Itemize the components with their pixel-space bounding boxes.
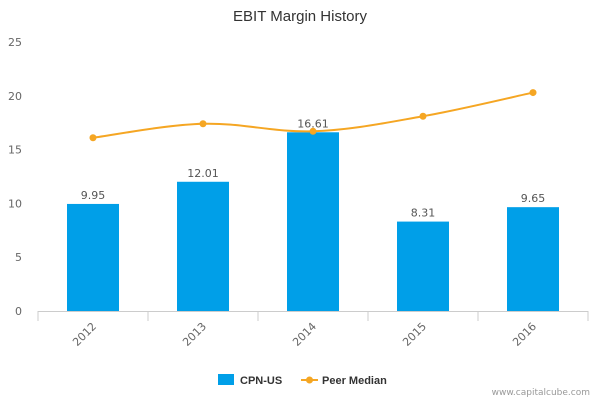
x-tick-label: 2016: [510, 320, 539, 349]
y-tick-label: 5: [15, 251, 22, 264]
credit-text: www.capitalcube.com: [492, 388, 590, 398]
y-tick-label: 20: [8, 90, 22, 103]
legend-swatch-cpn-us: [218, 374, 234, 385]
chart-title: EBIT Margin History: [233, 8, 367, 25]
peer-median-point-2014: [309, 127, 317, 135]
y-tick-label: 10: [8, 197, 22, 210]
y-tick-label: 15: [8, 144, 22, 157]
legend: CPN-US Peer Median: [218, 374, 387, 387]
peer-median-points: [89, 89, 537, 142]
bar-2015: [397, 221, 449, 311]
peer-median-point-2013: [199, 120, 207, 128]
legend-label-cpn-us: CPN-US: [240, 375, 282, 387]
bar-2012: [67, 203, 119, 311]
peer-median-point-2012: [89, 134, 97, 142]
bar-data-label: 12.01: [187, 167, 219, 180]
y-tick-label: 0: [15, 305, 22, 318]
bar-data-label: 9.95: [81, 189, 106, 202]
x-tick-label: 2015: [400, 320, 429, 349]
x-tick-label: 2012: [70, 320, 99, 349]
y-axis-ticks: 0 5 10 15 20 25: [8, 36, 22, 318]
bar-2016: [507, 207, 559, 311]
x-tick-label: 2013: [180, 320, 209, 349]
legend-label-peer-median: Peer Median: [322, 375, 387, 387]
bar-data-labels: 9.95 12.01 16.61 8.31 9.65: [81, 117, 546, 219]
y-tick-label: 25: [8, 36, 22, 49]
bars: [67, 132, 559, 311]
legend-swatch-peer-median-dot: [306, 376, 313, 384]
x-tick-label: 2014: [290, 320, 319, 349]
bar-2013: [177, 181, 229, 311]
bar-2014: [287, 132, 339, 311]
bar-data-label: 8.31: [411, 207, 436, 220]
bar-data-label: 16.61: [297, 117, 329, 130]
x-axis-ticks: 2012 2013 2014 2015 2016: [37, 311, 589, 349]
peer-median-point-2015: [419, 112, 427, 120]
peer-median-point-2016: [529, 89, 537, 97]
bar-data-label: 9.65: [521, 192, 546, 205]
